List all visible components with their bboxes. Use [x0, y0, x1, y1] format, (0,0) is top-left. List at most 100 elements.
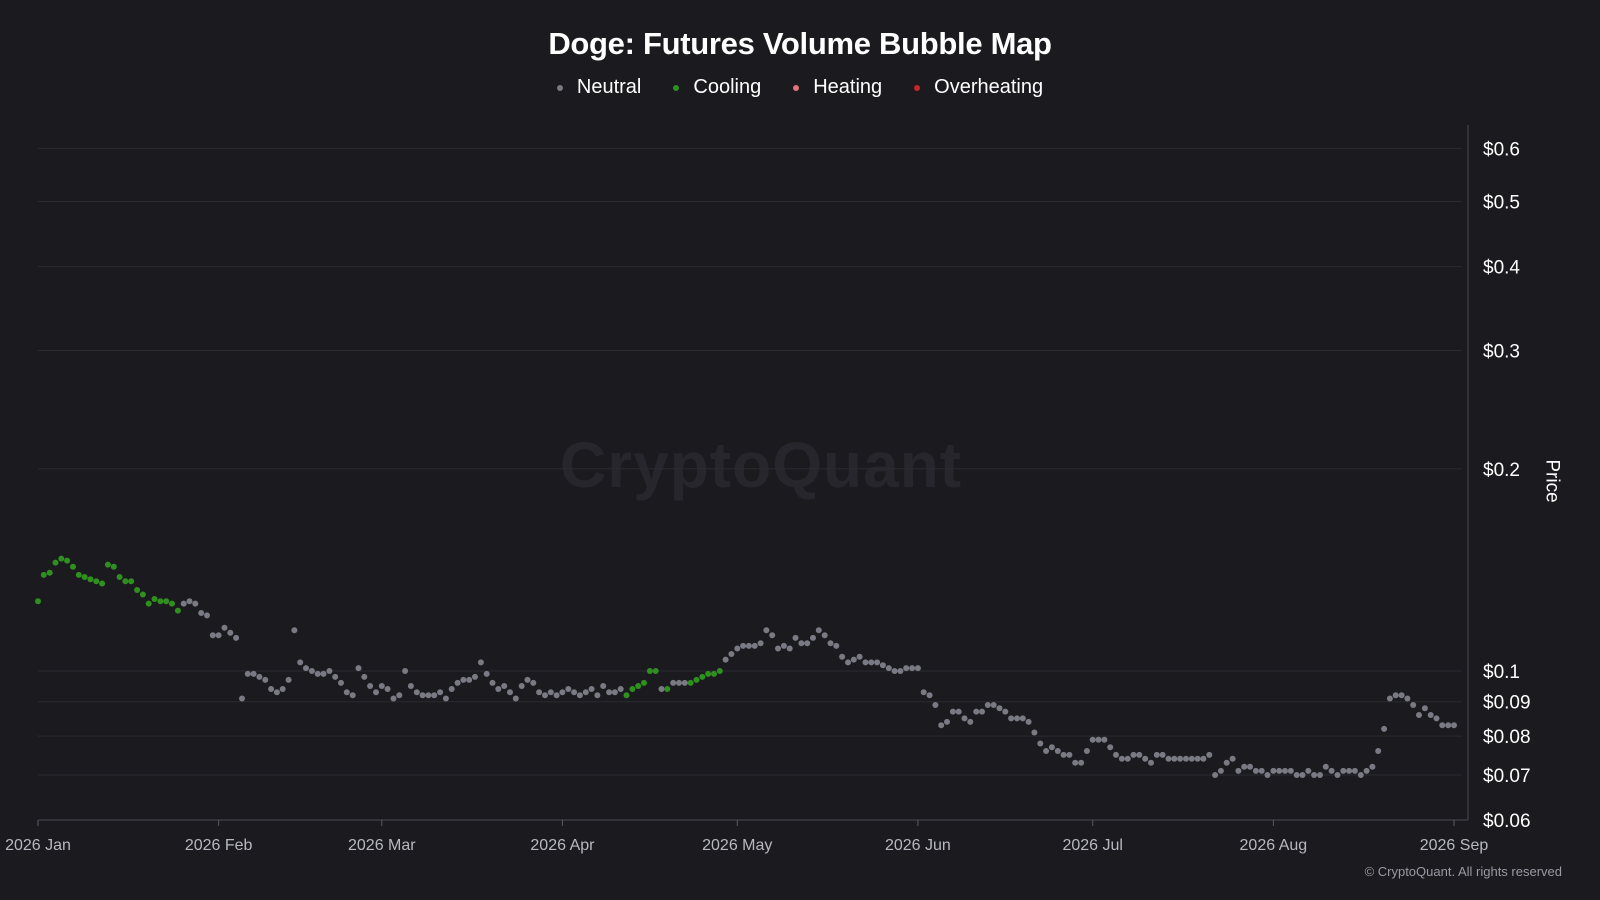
data-point-neutral[interactable]	[763, 627, 770, 634]
data-point-neutral[interactable]	[1183, 755, 1189, 762]
data-point-neutral[interactable]	[495, 686, 502, 692]
data-point-neutral[interactable]	[1241, 763, 1248, 770]
data-point-cooling[interactable]	[52, 559, 59, 566]
data-point-neutral[interactable]	[1357, 772, 1364, 778]
data-point-cooling[interactable]	[174, 607, 181, 614]
data-point-cooling[interactable]	[40, 571, 47, 578]
data-point-neutral[interactable]	[722, 656, 729, 663]
data-point-neutral[interactable]	[291, 627, 298, 634]
data-point-neutral[interactable]	[1212, 772, 1219, 778]
data-point-neutral[interactable]	[874, 659, 881, 666]
data-point-neutral[interactable]	[676, 679, 682, 686]
data-point-neutral[interactable]	[268, 686, 275, 692]
data-point-cooling[interactable]	[646, 668, 653, 674]
data-point-neutral[interactable]	[810, 634, 816, 641]
data-point-neutral[interactable]	[1083, 748, 1090, 754]
data-point-neutral[interactable]	[967, 718, 974, 725]
data-point-neutral[interactable]	[1287, 767, 1294, 774]
data-point-neutral[interactable]	[512, 695, 519, 702]
data-point-cooling[interactable]	[664, 686, 671, 692]
data-point-neutral[interactable]	[180, 600, 187, 607]
data-point-neutral[interactable]	[308, 668, 315, 674]
data-point-neutral[interactable]	[862, 659, 869, 666]
data-point-neutral[interactable]	[1014, 715, 1020, 722]
data-point-cooling[interactable]	[151, 596, 158, 602]
data-point-neutral[interactable]	[740, 642, 747, 649]
data-point-neutral[interactable]	[1037, 740, 1044, 747]
data-point-neutral[interactable]	[821, 632, 828, 639]
data-point-neutral[interactable]	[1118, 755, 1125, 762]
data-point-neutral[interactable]	[611, 689, 618, 696]
data-point-cooling[interactable]	[629, 686, 636, 692]
data-point-cooling[interactable]	[110, 563, 117, 570]
data-point-neutral[interactable]	[1043, 748, 1050, 754]
data-point-neutral[interactable]	[361, 673, 368, 680]
data-point-cooling[interactable]	[641, 679, 647, 686]
data-point-cooling[interactable]	[116, 574, 123, 580]
data-point-neutral[interactable]	[815, 627, 822, 634]
data-point-neutral[interactable]	[1095, 736, 1102, 743]
data-point-neutral[interactable]	[437, 689, 444, 696]
data-point-neutral[interactable]	[215, 632, 222, 639]
data-point-neutral[interactable]	[1322, 763, 1329, 770]
data-point-neutral[interactable]	[1346, 767, 1353, 774]
data-point-neutral[interactable]	[547, 689, 554, 696]
data-point-neutral[interactable]	[839, 653, 846, 660]
data-point-cooling[interactable]	[81, 574, 88, 580]
data-point-neutral[interactable]	[1188, 755, 1195, 762]
data-point-neutral[interactable]	[273, 689, 280, 696]
data-point-neutral[interactable]	[419, 692, 426, 699]
data-point-neutral[interactable]	[390, 695, 397, 702]
data-point-neutral[interactable]	[1031, 729, 1038, 736]
data-point-cooling[interactable]	[70, 563, 76, 570]
data-point-cooling[interactable]	[635, 683, 642, 689]
data-point-neutral[interactable]	[775, 645, 781, 652]
data-point-neutral[interactable]	[378, 683, 385, 689]
data-point-cooling[interactable]	[99, 580, 106, 587]
data-point-neutral[interactable]	[297, 659, 304, 666]
data-point-neutral[interactable]	[1317, 772, 1323, 778]
data-point-neutral[interactable]	[477, 659, 484, 666]
data-point-neutral[interactable]	[1107, 744, 1114, 751]
data-point-neutral[interactable]	[332, 673, 339, 680]
data-point-cooling[interactable]	[75, 571, 82, 578]
data-point-neutral[interactable]	[984, 702, 991, 708]
data-point-neutral[interactable]	[681, 679, 688, 686]
data-point-neutral[interactable]	[909, 665, 916, 672]
data-point-cooling[interactable]	[93, 578, 100, 585]
data-point-neutral[interactable]	[961, 715, 968, 722]
data-point-neutral[interactable]	[658, 686, 665, 692]
data-point-cooling[interactable]	[623, 692, 630, 699]
data-point-neutral[interactable]	[1375, 748, 1382, 754]
data-point-cooling[interactable]	[64, 557, 71, 564]
data-point-neutral[interactable]	[239, 695, 245, 702]
legend-item-overheating[interactable]: Overheating	[914, 76, 1043, 99]
data-point-neutral[interactable]	[460, 676, 467, 683]
data-point-neutral[interactable]	[553, 692, 560, 699]
data-point-neutral[interactable]	[1270, 767, 1277, 774]
data-point-neutral[interactable]	[1153, 751, 1160, 758]
data-point-neutral[interactable]	[279, 686, 286, 692]
data-point-neutral[interactable]	[1386, 695, 1393, 702]
data-point-neutral[interactable]	[1334, 772, 1341, 778]
data-point-cooling[interactable]	[128, 578, 135, 585]
data-point-neutral[interactable]	[1159, 751, 1166, 758]
data-point-neutral[interactable]	[1054, 748, 1061, 754]
data-point-neutral[interactable]	[1305, 767, 1312, 774]
data-point-neutral[interactable]	[1276, 767, 1283, 774]
data-point-neutral[interactable]	[734, 645, 741, 652]
data-point-neutral[interactable]	[1351, 767, 1358, 774]
data-point-cooling[interactable]	[145, 600, 152, 607]
data-point-neutral[interactable]	[1200, 755, 1207, 762]
data-point-neutral[interactable]	[1421, 705, 1428, 712]
data-point-neutral[interactable]	[221, 624, 228, 631]
data-point-neutral[interactable]	[944, 718, 950, 725]
data-point-neutral[interactable]	[1130, 751, 1137, 758]
data-point-cooling[interactable]	[711, 670, 717, 677]
data-point-neutral[interactable]	[786, 645, 793, 652]
data-point-neutral[interactable]	[1252, 767, 1259, 774]
data-point-neutral[interactable]	[250, 670, 257, 677]
data-point-neutral[interactable]	[314, 670, 321, 677]
data-point-neutral[interactable]	[1299, 772, 1306, 778]
data-point-neutral[interactable]	[407, 683, 414, 689]
